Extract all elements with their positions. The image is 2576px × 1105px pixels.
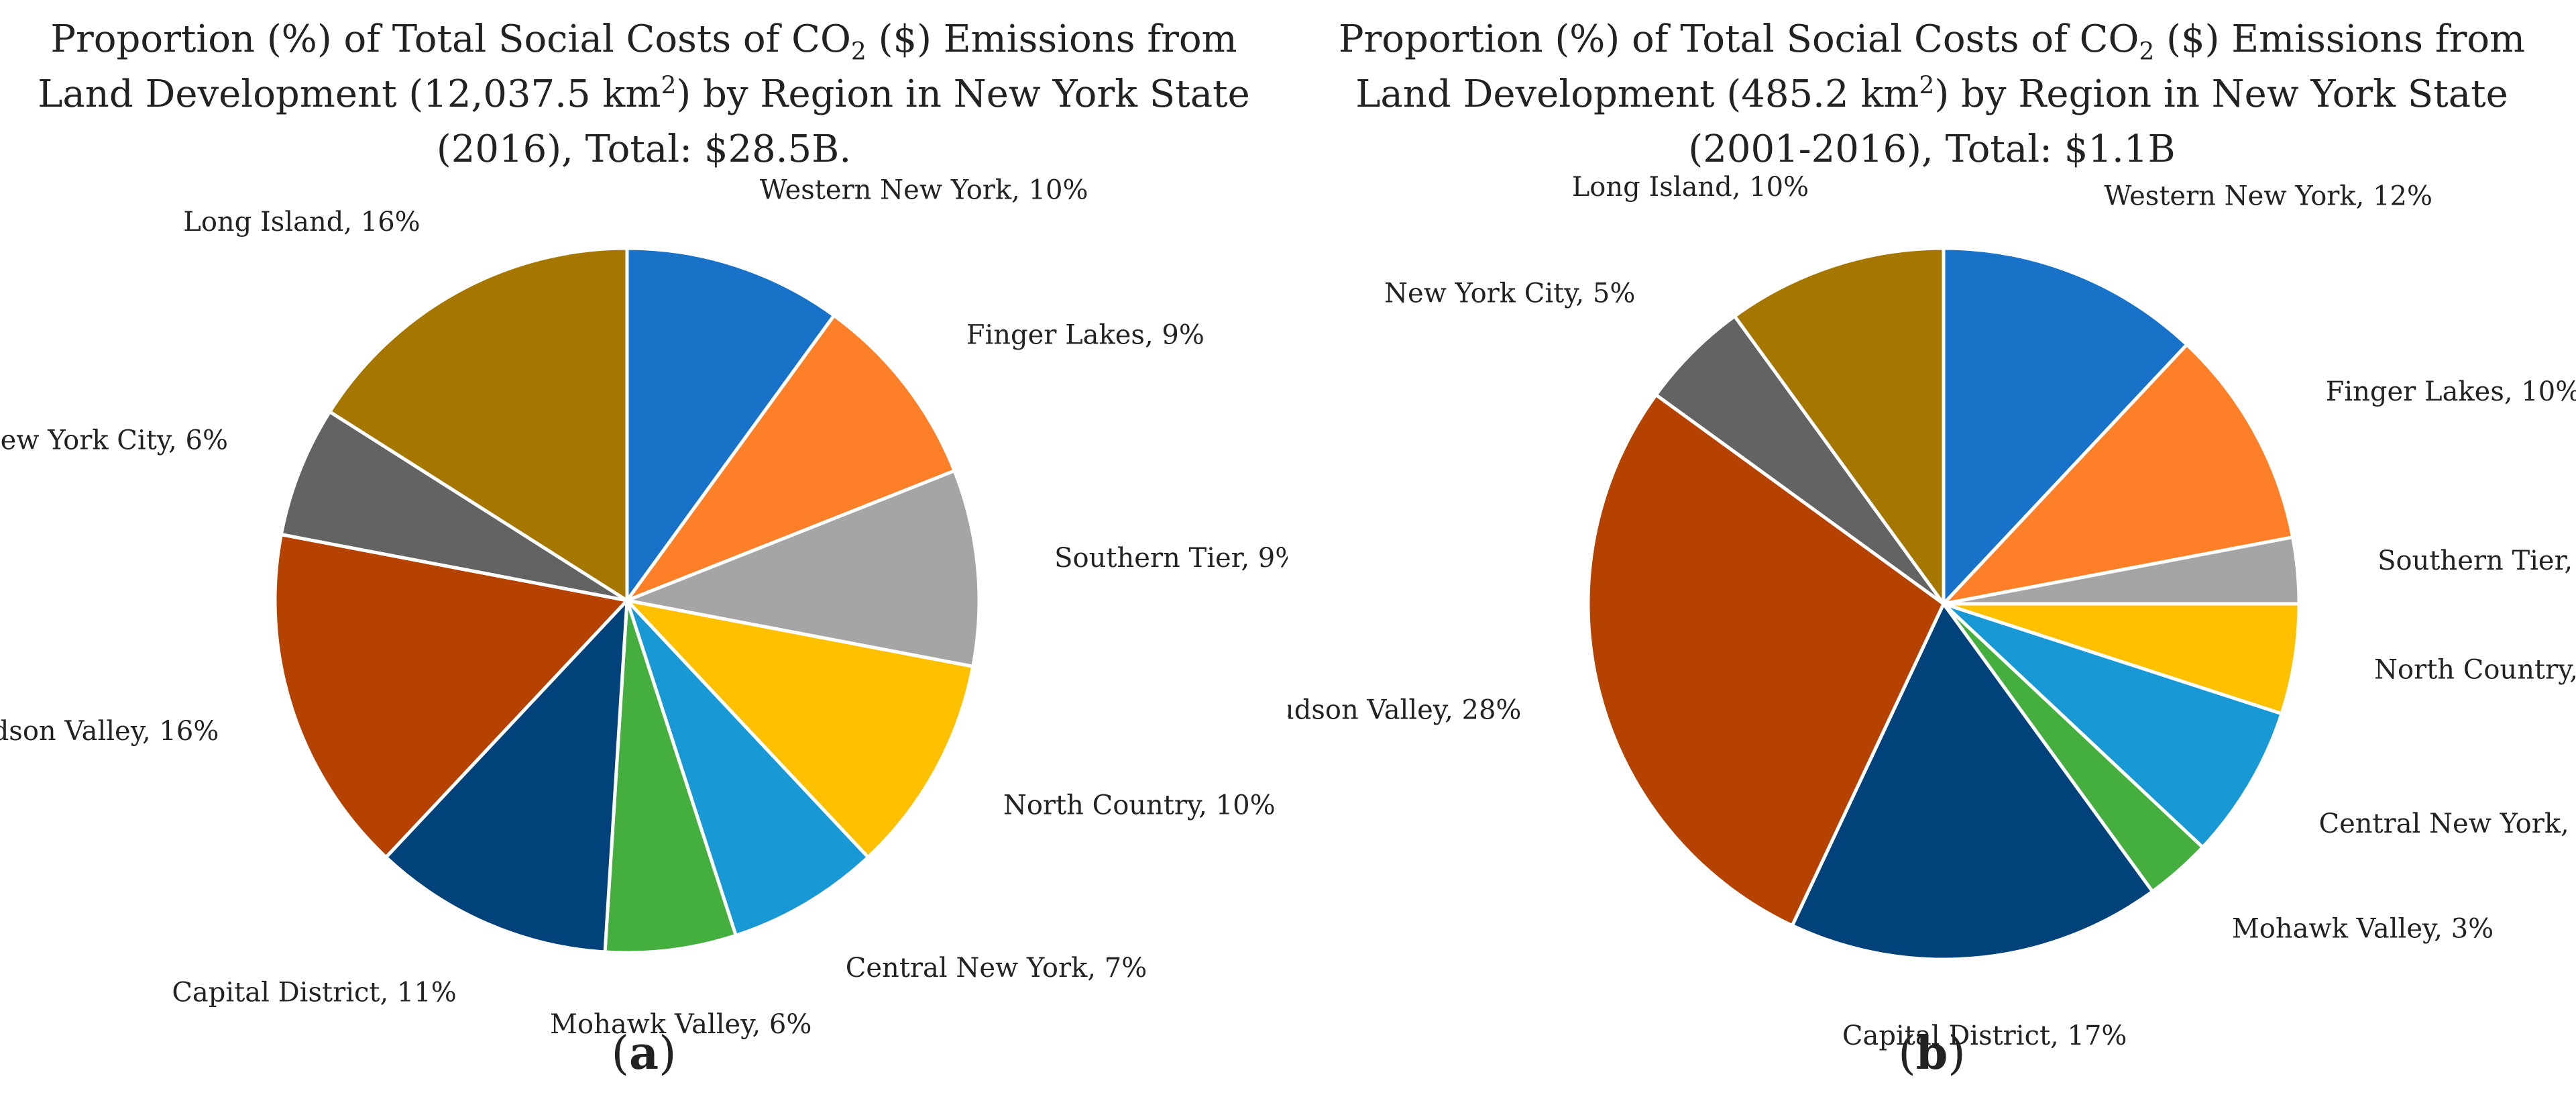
title-text: Land Development (12,037.5 km [38, 72, 661, 116]
slice-label-central-new-york: Central New York, 7% [846, 953, 1147, 984]
pie-slice-capital-district [384, 598, 629, 954]
slice-label-southern-tier: Southern Tier, 9% [1054, 543, 1288, 574]
pie-chart-b: Western New York, 12% Finger Lakes, 10% So… [1288, 172, 2576, 1051]
title-text: (2001-2016), Total: $1.1B [1688, 127, 2176, 171]
panel-label-a: (a) [611, 1027, 677, 1080]
title-line-1: Proportion (%) of Total Social Costs of … [1288, 12, 2576, 67]
chart-title-b: Proportion (%) of Total Social Costs of … [1288, 12, 2576, 177]
title-text: Proportion (%) of Total Social Costs of … [1338, 17, 2139, 61]
title-line-2: Land Development (12,037.5 km2) by Regio… [0, 67, 1288, 122]
title-text: (2016), Total: $28.5B. [436, 127, 852, 171]
slice-label-mohawk-valley: Mohawk Valley, 6% [550, 1009, 811, 1040]
slice-label-hudson-valley: Hudson Valley, 28% [1288, 695, 1521, 726]
slice-label-hudson-valley: Hudson Valley, 16% [0, 716, 219, 747]
slice-label-new-york-city: New York City, 6% [0, 425, 228, 456]
title-line-3: (2001-2016), Total: $1.1B [1288, 122, 2576, 177]
pie-slice-long-island [328, 246, 629, 602]
title-text: ) by Region in New York State [1934, 72, 2508, 116]
slice-label-finger-lakes: Finger Lakes, 9% [966, 320, 1205, 351]
title-text: Proportion (%) of Total Social Costs of … [50, 17, 851, 61]
slice-label-long-island: Long Island, 10% [1572, 172, 1809, 203]
pie-slice-capital-district [1790, 602, 2155, 961]
title-text: ($) Emissions from [2154, 17, 2526, 61]
title-subscript: 2 [2139, 38, 2155, 66]
chart-panel-a: Proportion (%) of Total Social Costs of … [0, 12, 1288, 1080]
title-text: ($) Emissions from [866, 17, 1237, 61]
title-line-3: (2016), Total: $28.5B. [0, 122, 1288, 177]
title-superscript: 2 [661, 72, 677, 100]
pie-slice-finger-lakes [1942, 343, 2295, 606]
pie-slice-new-york-city [1654, 314, 1946, 606]
title-subscript: 2 [850, 38, 866, 66]
title-text: Land Development (485.2 km [1355, 72, 1919, 116]
slice-label-capital-district: Capital District, 17% [1842, 1020, 2127, 1051]
slice-label-long-island: Long Island, 16% [183, 207, 420, 238]
slice-label-western-new-york: Western New York, 12% [2104, 181, 2432, 212]
panel-label-b: (b) [1898, 1027, 1966, 1080]
slice-label-finger-lakes: Finger Lakes, 10% [2326, 376, 2576, 407]
pie-slice-hudson-valley [273, 533, 629, 859]
title-text: ) by Region in New York State [676, 72, 1250, 116]
pie-slice-western-new-york [1942, 246, 2189, 606]
pie-slice-north-country [625, 598, 975, 859]
slice-label-capital-district: Capital District, 11% [172, 977, 456, 1008]
pie-slice-western-new-york [625, 246, 836, 602]
title-line-2: Land Development (485.2 km2) by Region i… [1288, 67, 2576, 122]
slice-label-new-york-city: New York City, 5% [1384, 278, 1635, 309]
slice-label-north-country: North Country, 5% [2374, 655, 2576, 686]
pie-slice-hudson-valley [1586, 392, 1946, 928]
pie-slice-mohawk-valley [603, 598, 738, 955]
chart-panel-b: Proportion (%) of Total Social Costs of … [1288, 0, 2576, 1105]
pie-chart-a: Western New York, 10% Finger Lakes, 9% Sou… [0, 174, 1288, 1040]
pie-slice-long-island [1732, 246, 1946, 606]
slice-label-southern-tier: Southern Tier, 3% [2377, 545, 2576, 576]
slice-label-western-new-york: Western New York, 10% [760, 174, 1088, 205]
pie-slice-southern-tier [625, 469, 981, 668]
slice-label-north-country: North Country, 10% [1003, 790, 1276, 821]
title-superscript: 2 [1919, 72, 1935, 100]
pie-slice-central-new-york [1942, 602, 2284, 849]
slice-label-central-new-york: Central New York, 7% [2318, 808, 2576, 839]
pie-slice-finger-lakes [625, 313, 956, 602]
pie-slice-central-new-york [625, 598, 870, 937]
title-line-1: Proportion (%) of Total Social Costs of … [0, 12, 1288, 67]
chart-title-a: Proportion (%) of Total Social Costs of … [0, 12, 1288, 177]
slice-label-mohawk-valley: Mohawk Valley, 3% [2232, 914, 2494, 945]
pie-slice-new-york-city [279, 410, 629, 602]
